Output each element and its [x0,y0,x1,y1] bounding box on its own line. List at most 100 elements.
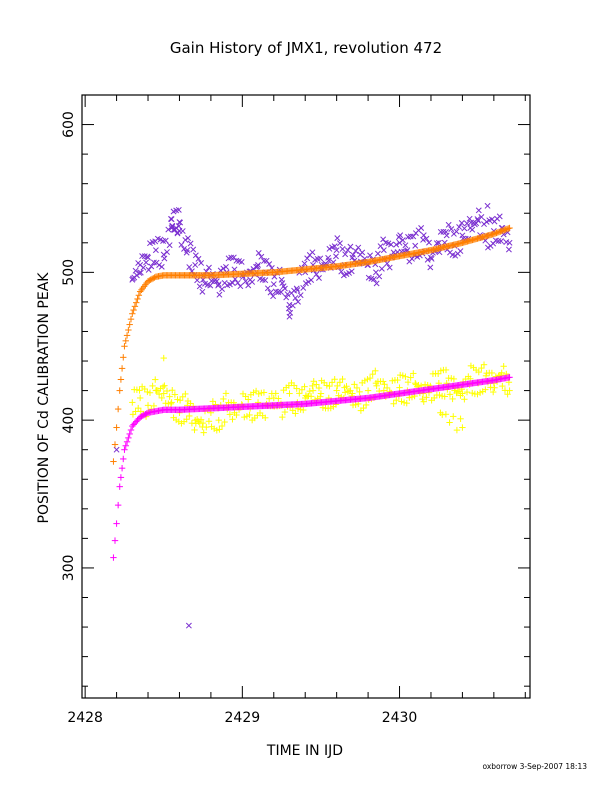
series-3-point-7 [120,455,127,463]
series-1-cloud-156 [334,382,341,390]
series-0-cloud-162 [342,251,349,258]
series-0-cloud-251 [458,220,465,226]
series-1-cloud-20 [155,390,163,398]
series-1-cloud-289 [442,411,450,418]
series-2-point-19 [135,292,143,299]
series-0-cloud-264 [475,207,482,214]
series-0-cloud-262 [473,220,480,227]
series-3-point-2 [113,520,120,527]
series-1-cloud-32 [171,391,179,398]
series-0-cloud-287 [505,246,512,253]
series-0-cloud-64 [213,278,220,285]
series-2-point-8 [121,343,128,350]
series-1-cloud-138 [310,378,317,385]
series-1-point-11 [215,416,222,424]
series-1-cloud-186 [373,382,380,390]
series-1-cloud-51 [196,419,203,427]
series-1-cloud-54 [200,429,207,436]
series-1-cloud-276 [491,384,498,391]
series-1-point-1 [136,394,144,402]
series-1-cloud-137 [309,382,316,390]
series-1-cloud-69 [220,395,227,403]
series-0-cloud-20 [156,262,163,268]
series-0-cloud-204 [397,232,404,239]
series-1-cloud-256 [465,373,472,380]
series-1 [129,354,513,436]
series-1-cloud-275 [489,388,497,396]
series-1-point-40 [443,379,450,387]
series-1-cloud-101 [262,414,269,422]
series-1-cloud-125 [293,385,300,392]
series-1-point-30 [364,387,372,394]
series-1-cloud-166 [347,387,354,394]
series-0-cloud-158 [336,240,343,247]
series-1-cloud-17 [152,376,159,383]
series-0-cloud-188 [376,273,383,280]
series-3-point-10 [123,438,131,446]
series-0-cloud-136 [308,277,315,284]
series-0-cloud-101 [262,277,269,284]
series-1-cloud-52 [197,416,205,423]
series-0-cloud-197 [388,241,394,248]
series-0-cloud-224 [423,235,430,242]
series-0-cloud-5 [136,270,143,277]
series-0-cloud-140 [313,271,320,278]
series-1-cloud-238 [441,393,448,400]
series-1-point-49 [160,354,167,362]
series-2 [110,224,513,465]
series-0-cloud-293 [175,206,182,213]
series-0-cloud-105 [267,289,274,296]
series-1-cloud-143 [317,393,324,400]
series-0-cloud-12 [145,266,152,273]
series-2-point-5 [117,376,125,383]
series-1-point-20 [286,390,293,397]
series-0-cloud-50 [195,255,202,262]
series-0-cloud-186 [373,280,380,287]
series-1-cloud-192 [381,381,388,388]
series-0-cloud-137 [309,249,316,256]
series-0-cloud-24 [161,255,168,262]
series-2-point-2 [113,424,120,431]
series-1-cloud-264 [475,368,482,376]
series-1-cloud-22 [158,394,165,402]
series-0-point-8 [192,262,199,268]
y-axis-label: POSITION OF Cd CALIBRATION PEAK [36,272,52,524]
series-0-cloud-120 [287,309,294,316]
series-0-cloud-68 [219,286,225,293]
series-0-cloud-134 [305,279,312,285]
series-1-cloud-210 [404,378,412,386]
series-2-point-3 [114,405,122,413]
series-1-point-2 [144,402,152,409]
series-0-cloud-95 [254,263,261,270]
series-0-cloud-247 [453,228,460,235]
series-0-point-3 [152,247,159,254]
series-1-cloud-36 [176,397,184,404]
series-1-cloud-70 [221,418,228,426]
tick-labels: 2428 2429 2430 300 400 500 600 [61,111,417,726]
series-1-point-16 [254,399,262,406]
series-3 [110,374,513,561]
series-0-cloud-253 [461,225,468,232]
series-1-cloud-155 [332,401,340,408]
series-0-cloud-49 [194,277,201,284]
series-1-point-51 [459,424,466,431]
series-0-cloud-184 [371,276,377,283]
series-1-cloud-222 [420,398,427,405]
series-1-cloud-251 [458,385,465,393]
series-0-cloud-249 [456,224,463,230]
series-2-point-10 [123,332,131,339]
series-1-cloud-13 [146,389,154,396]
series-0-cloud-122 [289,302,296,309]
series-0-cloud-38 [179,228,186,234]
series-1-cloud-79 [233,411,240,419]
series-0-cloud-26 [164,249,170,255]
series-0-cloud-125 [293,285,300,292]
plot-frame [81,94,531,699]
series-0-cloud-166 [347,243,354,250]
series-0-point-26 [333,247,340,254]
series-1-cloud-287 [505,379,513,386]
series-0-cloud-91 [249,279,256,285]
series-0-cloud-226 [426,239,432,246]
series-3-point-13 [127,426,135,434]
series-0-cloud-222 [420,232,427,239]
